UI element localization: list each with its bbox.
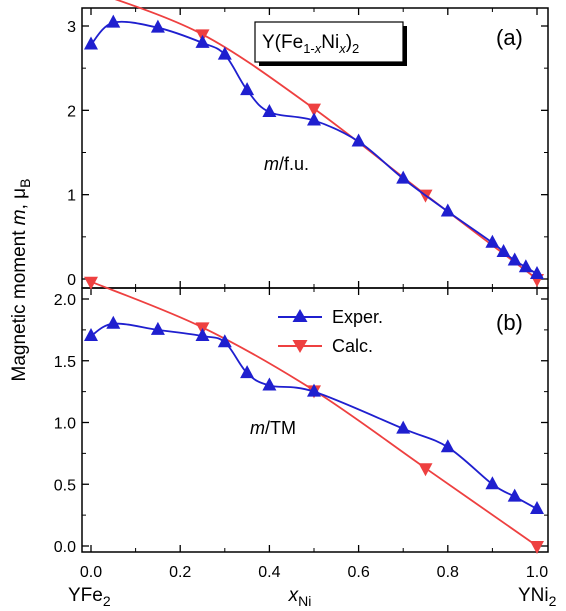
panel-a-exper-point xyxy=(195,34,210,48)
x-tick-label: 0.8 xyxy=(437,564,459,581)
legend-exper-marker xyxy=(292,309,308,322)
panel-b-exper-point xyxy=(195,328,210,342)
panel-a-exper-point xyxy=(518,259,533,273)
panel-b-calc-line xyxy=(90,280,538,547)
legend-calc-label: Calc. xyxy=(332,336,373,356)
legend-exper-label: Exper. xyxy=(332,307,383,327)
panel-a-exper-point xyxy=(262,104,277,118)
panel-a-ytick-label: 3 xyxy=(67,19,76,36)
panel-a-exper-point xyxy=(84,36,98,50)
panel-a-exper-point xyxy=(307,112,321,126)
x-tick-label: 0.4 xyxy=(258,564,280,581)
x-tick-label: 1.0 xyxy=(526,564,548,581)
x-axis-label: xNi xyxy=(288,585,312,609)
x-tick-label: 0.2 xyxy=(169,564,191,581)
panel-a-exper-point xyxy=(496,244,511,258)
panel-a-annotation: m/f.u. xyxy=(264,154,309,174)
panel-a-exper-point xyxy=(351,133,366,147)
panel-b-exper-point xyxy=(262,377,277,391)
panel-a-calc-point xyxy=(307,103,321,117)
panel-b-frame xyxy=(81,287,549,553)
panel-b-ytick-label: 0.0 xyxy=(54,539,76,556)
left-end-label: YFe2 xyxy=(68,585,111,609)
ticks-layer: 0 1 2 3 0.0 0.5 1.0 1.5 2.0 0.0 0.2 0.4 0.6 0.8 1.0 xyxy=(54,8,548,581)
panel-a-exper-point xyxy=(217,46,232,60)
panel-b-ytick-label: 1.5 xyxy=(54,354,76,371)
panel-a-ytick-label: 2 xyxy=(67,103,76,120)
panel-b-calc-point xyxy=(530,541,544,554)
panel-a-exper-point xyxy=(150,19,165,33)
panel-b-exper-point xyxy=(106,315,121,329)
panel-b-exper-point xyxy=(84,328,98,342)
panel-a-ytick-label: 1 xyxy=(67,188,76,205)
panel-b-ytick-label: 2.0 xyxy=(54,292,76,309)
panel-a-exper-point xyxy=(240,82,255,96)
series-layer xyxy=(84,0,544,554)
panel-a-exper-point xyxy=(530,265,544,279)
compound-title-frame xyxy=(254,21,404,63)
legend-calc-marker xyxy=(292,340,308,353)
panel-b-ytick-label: 0.5 xyxy=(54,477,76,494)
panel-a-exper-point xyxy=(485,234,500,248)
panel-b-calc-point xyxy=(84,276,98,290)
panel-b-exper-point xyxy=(396,420,411,434)
panel-b-calc-point xyxy=(418,463,433,477)
panel-b-exper-point xyxy=(150,321,165,335)
right-end-label: YNi2 xyxy=(518,585,557,609)
panel-b-exper-point xyxy=(507,488,522,502)
compound-title-box: Y(Fe1-xNix)2 xyxy=(254,21,407,66)
panel-a-exper-point xyxy=(396,170,411,184)
x-tick-label: 0.6 xyxy=(347,564,369,581)
legend: Exper. Calc. xyxy=(278,307,383,356)
panel-a-label: (a) xyxy=(496,25,523,50)
panel-b-exper-point xyxy=(240,365,255,379)
panel-b-annotation: m/TM xyxy=(250,418,296,438)
panel-b-ytick-label: 1.0 xyxy=(54,416,76,433)
x-tick-label: 0.0 xyxy=(80,564,102,581)
panel-a-exper-point xyxy=(106,14,121,28)
y-axis-label: Magnetic moment m, μB xyxy=(9,179,33,382)
panel-b-exper-point xyxy=(307,383,321,397)
panel-b-label: (b) xyxy=(496,310,523,335)
panel-a-exper-point xyxy=(507,252,522,266)
panel-a-exper-point xyxy=(440,203,455,217)
panel-b-exper-point xyxy=(217,334,232,348)
panel-b-exper-point xyxy=(440,439,455,453)
panel-b-exper-point xyxy=(530,500,544,514)
panel-b-exper-point xyxy=(485,476,500,490)
panel-b-exper-line xyxy=(90,322,538,510)
panel-a-ytick-label: 0 xyxy=(67,272,76,289)
